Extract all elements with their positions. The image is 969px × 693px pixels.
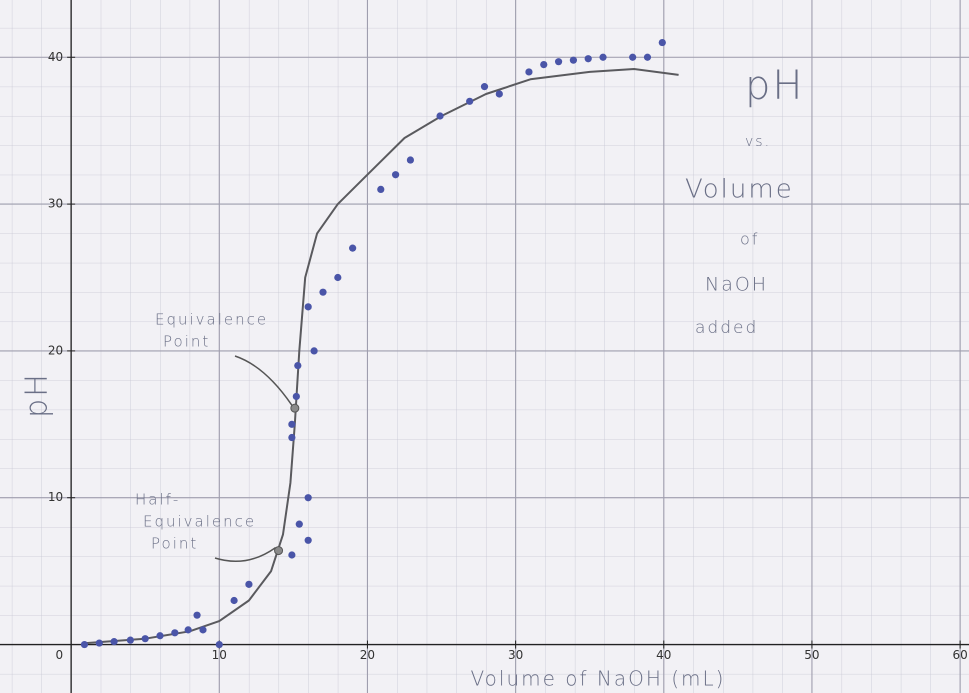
data-point [156, 632, 163, 639]
chart: 0 10 20 30 40 50 60 10 20 30 40 Equivalence Point Hal… [0, 0, 969, 693]
data-point [245, 581, 252, 588]
y-tick-label: 30 [48, 197, 63, 211]
graph-paper [0, 0, 969, 693]
y-axis-label: pH [20, 372, 55, 418]
data-point [294, 362, 301, 369]
annotation-text: Half- [135, 491, 180, 509]
data-point [288, 551, 295, 558]
data-point [81, 641, 88, 648]
page: {"chart_data": { "type": "scatter", "tit… [0, 0, 969, 693]
x-tick-label: 10 [212, 648, 227, 662]
data-point [319, 289, 326, 296]
data-point [525, 68, 532, 75]
x-tick-label: 50 [804, 648, 819, 662]
chart-title: added [695, 318, 758, 338]
y-tick-label: 40 [48, 50, 63, 64]
data-point [288, 421, 295, 428]
data-point [555, 58, 562, 65]
data-point [110, 638, 117, 645]
annotation-point [275, 547, 283, 555]
data-point [644, 54, 651, 61]
data-point [481, 83, 488, 90]
data-point [305, 303, 312, 310]
x-axis-label: Volume of NaOH (mL) [471, 667, 726, 691]
data-point [599, 54, 606, 61]
x-tick-label: 60 [952, 648, 967, 662]
chart-title: vs. [745, 134, 771, 150]
data-point [496, 90, 503, 97]
data-point [96, 639, 103, 646]
annotation-text: Equivalence [143, 513, 256, 531]
annotation-text: Point [163, 333, 210, 351]
data-point [142, 635, 149, 642]
chart-title: of [740, 230, 759, 249]
y-tick-label: 20 [48, 343, 63, 357]
data-point [305, 537, 312, 544]
chart-title: Volume [685, 175, 794, 205]
data-point [629, 54, 636, 61]
x-tick-label: 40 [656, 648, 671, 662]
data-point [185, 626, 192, 633]
chart-title: NaOH [705, 274, 768, 296]
annotation-text: Equivalence [155, 311, 268, 329]
data-point [171, 629, 178, 636]
data-point [377, 186, 384, 193]
x-tick-label: 0 [55, 648, 63, 662]
annotation-text: Point [151, 535, 198, 553]
data-point [570, 57, 577, 64]
chart-title: pH [745, 63, 804, 109]
data-point [288, 434, 295, 441]
data-point [466, 98, 473, 105]
data-point [349, 245, 356, 252]
data-point [540, 61, 547, 68]
data-point [585, 55, 592, 62]
y-tick-label: 10 [48, 490, 63, 504]
data-point [436, 112, 443, 119]
data-point [659, 39, 666, 46]
data-point [127, 637, 134, 644]
data-point [293, 393, 300, 400]
data-point [296, 521, 303, 528]
data-point [311, 347, 318, 354]
data-point [199, 626, 206, 633]
data-point [392, 171, 399, 178]
data-point [231, 597, 238, 604]
x-tick-label: 30 [508, 648, 523, 662]
data-point [305, 494, 312, 501]
data-point [193, 612, 200, 619]
annotation-point [291, 404, 299, 412]
data-point [334, 274, 341, 281]
x-tick-label: 20 [360, 648, 375, 662]
data-point [407, 156, 414, 163]
